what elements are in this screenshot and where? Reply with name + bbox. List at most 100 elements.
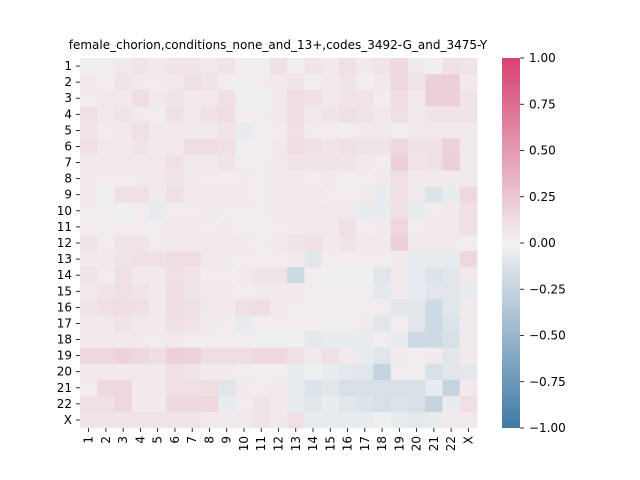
heatmap-cell bbox=[218, 138, 236, 155]
heatmap-cell bbox=[287, 331, 305, 348]
heatmap-cell bbox=[252, 395, 271, 413]
heatmap-cell bbox=[304, 90, 323, 107]
heatmap-cell bbox=[80, 267, 98, 284]
heatmap-cell bbox=[97, 315, 115, 332]
heatmap-cell bbox=[252, 58, 271, 75]
heatmap-cell bbox=[200, 122, 219, 139]
heatmap-cell bbox=[166, 251, 184, 268]
heatmap-cell bbox=[252, 283, 271, 300]
heatmap-cell bbox=[166, 267, 184, 284]
heatmap-cell bbox=[200, 347, 219, 365]
x-tick-label: 7 bbox=[185, 436, 199, 444]
x-tick-label: 19 bbox=[392, 436, 406, 451]
heatmap-cell bbox=[166, 379, 184, 397]
heatmap-cell bbox=[304, 315, 323, 332]
heatmap-cell bbox=[459, 170, 478, 188]
heatmap-cell bbox=[80, 315, 98, 332]
heatmap-cell bbox=[356, 202, 374, 220]
x-tick-label: 6 bbox=[168, 436, 182, 444]
heatmap-cell bbox=[252, 154, 271, 172]
heatmap-cell bbox=[425, 170, 443, 188]
heatmap-cell bbox=[373, 234, 392, 252]
heatmap-cell bbox=[304, 186, 323, 204]
heatmap-cell bbox=[269, 363, 288, 381]
heatmap-cell bbox=[149, 347, 167, 365]
x-tick-label: 14 bbox=[306, 436, 320, 451]
y-tick-label: 12 bbox=[57, 236, 72, 250]
heatmap-cell bbox=[183, 251, 202, 268]
heatmap-cell bbox=[114, 283, 133, 300]
heatmap-cell bbox=[235, 347, 254, 365]
heatmap-cell bbox=[321, 186, 340, 204]
heatmap-cell bbox=[183, 347, 202, 365]
heatmap-cell bbox=[80, 122, 98, 139]
heatmap-cell bbox=[459, 283, 478, 300]
heatmap-cell bbox=[149, 315, 167, 332]
heatmap-cell bbox=[442, 347, 461, 365]
heatmap-cell bbox=[304, 379, 323, 397]
heatmap-cell bbox=[131, 58, 150, 75]
heatmap-cell bbox=[166, 283, 184, 300]
heatmap-cell bbox=[321, 379, 340, 397]
heatmap-cell bbox=[131, 154, 150, 172]
heatmap-cell bbox=[97, 299, 115, 316]
heatmap-cell bbox=[407, 234, 426, 252]
heatmap-cell bbox=[131, 90, 150, 107]
heatmap-cell bbox=[425, 202, 443, 220]
heatmap-cell bbox=[321, 395, 340, 413]
heatmap-cell bbox=[304, 138, 323, 155]
y-tick-label: 22 bbox=[57, 397, 72, 411]
heatmap-cell bbox=[407, 363, 426, 381]
heatmap-cell bbox=[218, 218, 236, 236]
heatmap-cell bbox=[149, 251, 167, 268]
heatmap-cell bbox=[425, 347, 443, 365]
heatmap-cell bbox=[269, 138, 288, 155]
heatmap-cell bbox=[97, 74, 115, 91]
heatmap-cell bbox=[442, 218, 461, 236]
heatmap-cell bbox=[390, 58, 409, 75]
heatmap-cell bbox=[252, 106, 271, 123]
heatmap-cell bbox=[166, 315, 184, 332]
heatmap-cell bbox=[183, 315, 202, 332]
heatmap-cell bbox=[166, 122, 184, 139]
x-tick-label: 16 bbox=[341, 436, 355, 451]
heatmap-cell bbox=[425, 251, 443, 268]
heatmap-cell bbox=[200, 154, 219, 172]
heatmap-cell bbox=[304, 395, 323, 413]
heatmap-cell bbox=[338, 106, 357, 123]
heatmap-cell bbox=[235, 122, 254, 139]
heatmap-cell bbox=[425, 106, 443, 123]
heatmap-cell bbox=[459, 379, 478, 397]
heatmap-cell bbox=[218, 299, 236, 316]
heatmap-cell bbox=[442, 202, 461, 220]
heatmap-cell bbox=[149, 395, 167, 413]
heatmap-cell bbox=[459, 154, 478, 172]
heatmap-cell bbox=[304, 251, 323, 268]
heatmap-cell bbox=[269, 74, 288, 91]
heatmap-cell bbox=[200, 58, 219, 75]
heatmap-cell bbox=[269, 218, 288, 236]
heatmap-cell bbox=[235, 331, 254, 348]
heatmap-cell bbox=[356, 154, 374, 172]
heatmap-cell bbox=[373, 379, 392, 397]
heatmap-cell bbox=[252, 363, 271, 381]
heatmap-cell bbox=[149, 331, 167, 348]
heatmap-cell bbox=[80, 411, 98, 429]
heatmap-cell bbox=[373, 138, 392, 155]
heatmap-cell bbox=[287, 379, 305, 397]
y-tick-label: 17 bbox=[57, 316, 72, 330]
heatmap-cell bbox=[390, 90, 409, 107]
heatmap-cell bbox=[149, 122, 167, 139]
heatmap-cell bbox=[149, 138, 167, 155]
heatmap-cell bbox=[459, 299, 478, 316]
heatmap-cell bbox=[425, 331, 443, 348]
heatmap-cell bbox=[373, 347, 392, 365]
heatmap-cell bbox=[80, 299, 98, 316]
heatmap-cell bbox=[338, 234, 357, 252]
heatmap-cell bbox=[183, 58, 202, 75]
heatmap-cell bbox=[304, 267, 323, 284]
heatmap-cell bbox=[356, 363, 374, 381]
heatmap-cell bbox=[269, 267, 288, 284]
heatmap-cell bbox=[459, 411, 478, 429]
